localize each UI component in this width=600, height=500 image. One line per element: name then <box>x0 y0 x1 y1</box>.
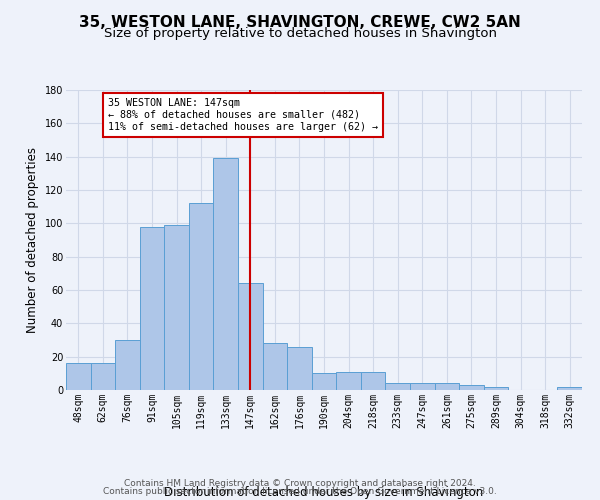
Bar <box>66 364 91 390</box>
Bar <box>312 374 336 390</box>
Bar <box>214 158 238 390</box>
Bar <box>484 386 508 390</box>
Bar <box>361 372 385 390</box>
Bar <box>238 284 263 390</box>
Text: Contains HM Land Registry data © Crown copyright and database right 2024.: Contains HM Land Registry data © Crown c… <box>124 478 476 488</box>
Text: 35 WESTON LANE: 147sqm
← 88% of detached houses are smaller (482)
11% of semi-de: 35 WESTON LANE: 147sqm ← 88% of detached… <box>108 98 378 132</box>
Bar <box>557 386 582 390</box>
Bar <box>410 384 434 390</box>
Bar <box>164 225 189 390</box>
Bar <box>115 340 140 390</box>
Bar <box>189 204 214 390</box>
Bar <box>434 384 459 390</box>
Bar <box>91 364 115 390</box>
Bar <box>140 226 164 390</box>
Bar <box>385 384 410 390</box>
Bar <box>336 372 361 390</box>
Text: Size of property relative to detached houses in Shavington: Size of property relative to detached ho… <box>104 28 497 40</box>
Y-axis label: Number of detached properties: Number of detached properties <box>26 147 39 333</box>
Bar <box>287 346 312 390</box>
Bar <box>459 385 484 390</box>
Text: 35, WESTON LANE, SHAVINGTON, CREWE, CW2 5AN: 35, WESTON LANE, SHAVINGTON, CREWE, CW2 … <box>79 15 521 30</box>
Bar <box>263 344 287 390</box>
Text: Contains public sector information licensed under the Open Government Licence v3: Contains public sector information licen… <box>103 487 497 496</box>
X-axis label: Distribution of detached houses by size in Shavington: Distribution of detached houses by size … <box>164 486 484 500</box>
